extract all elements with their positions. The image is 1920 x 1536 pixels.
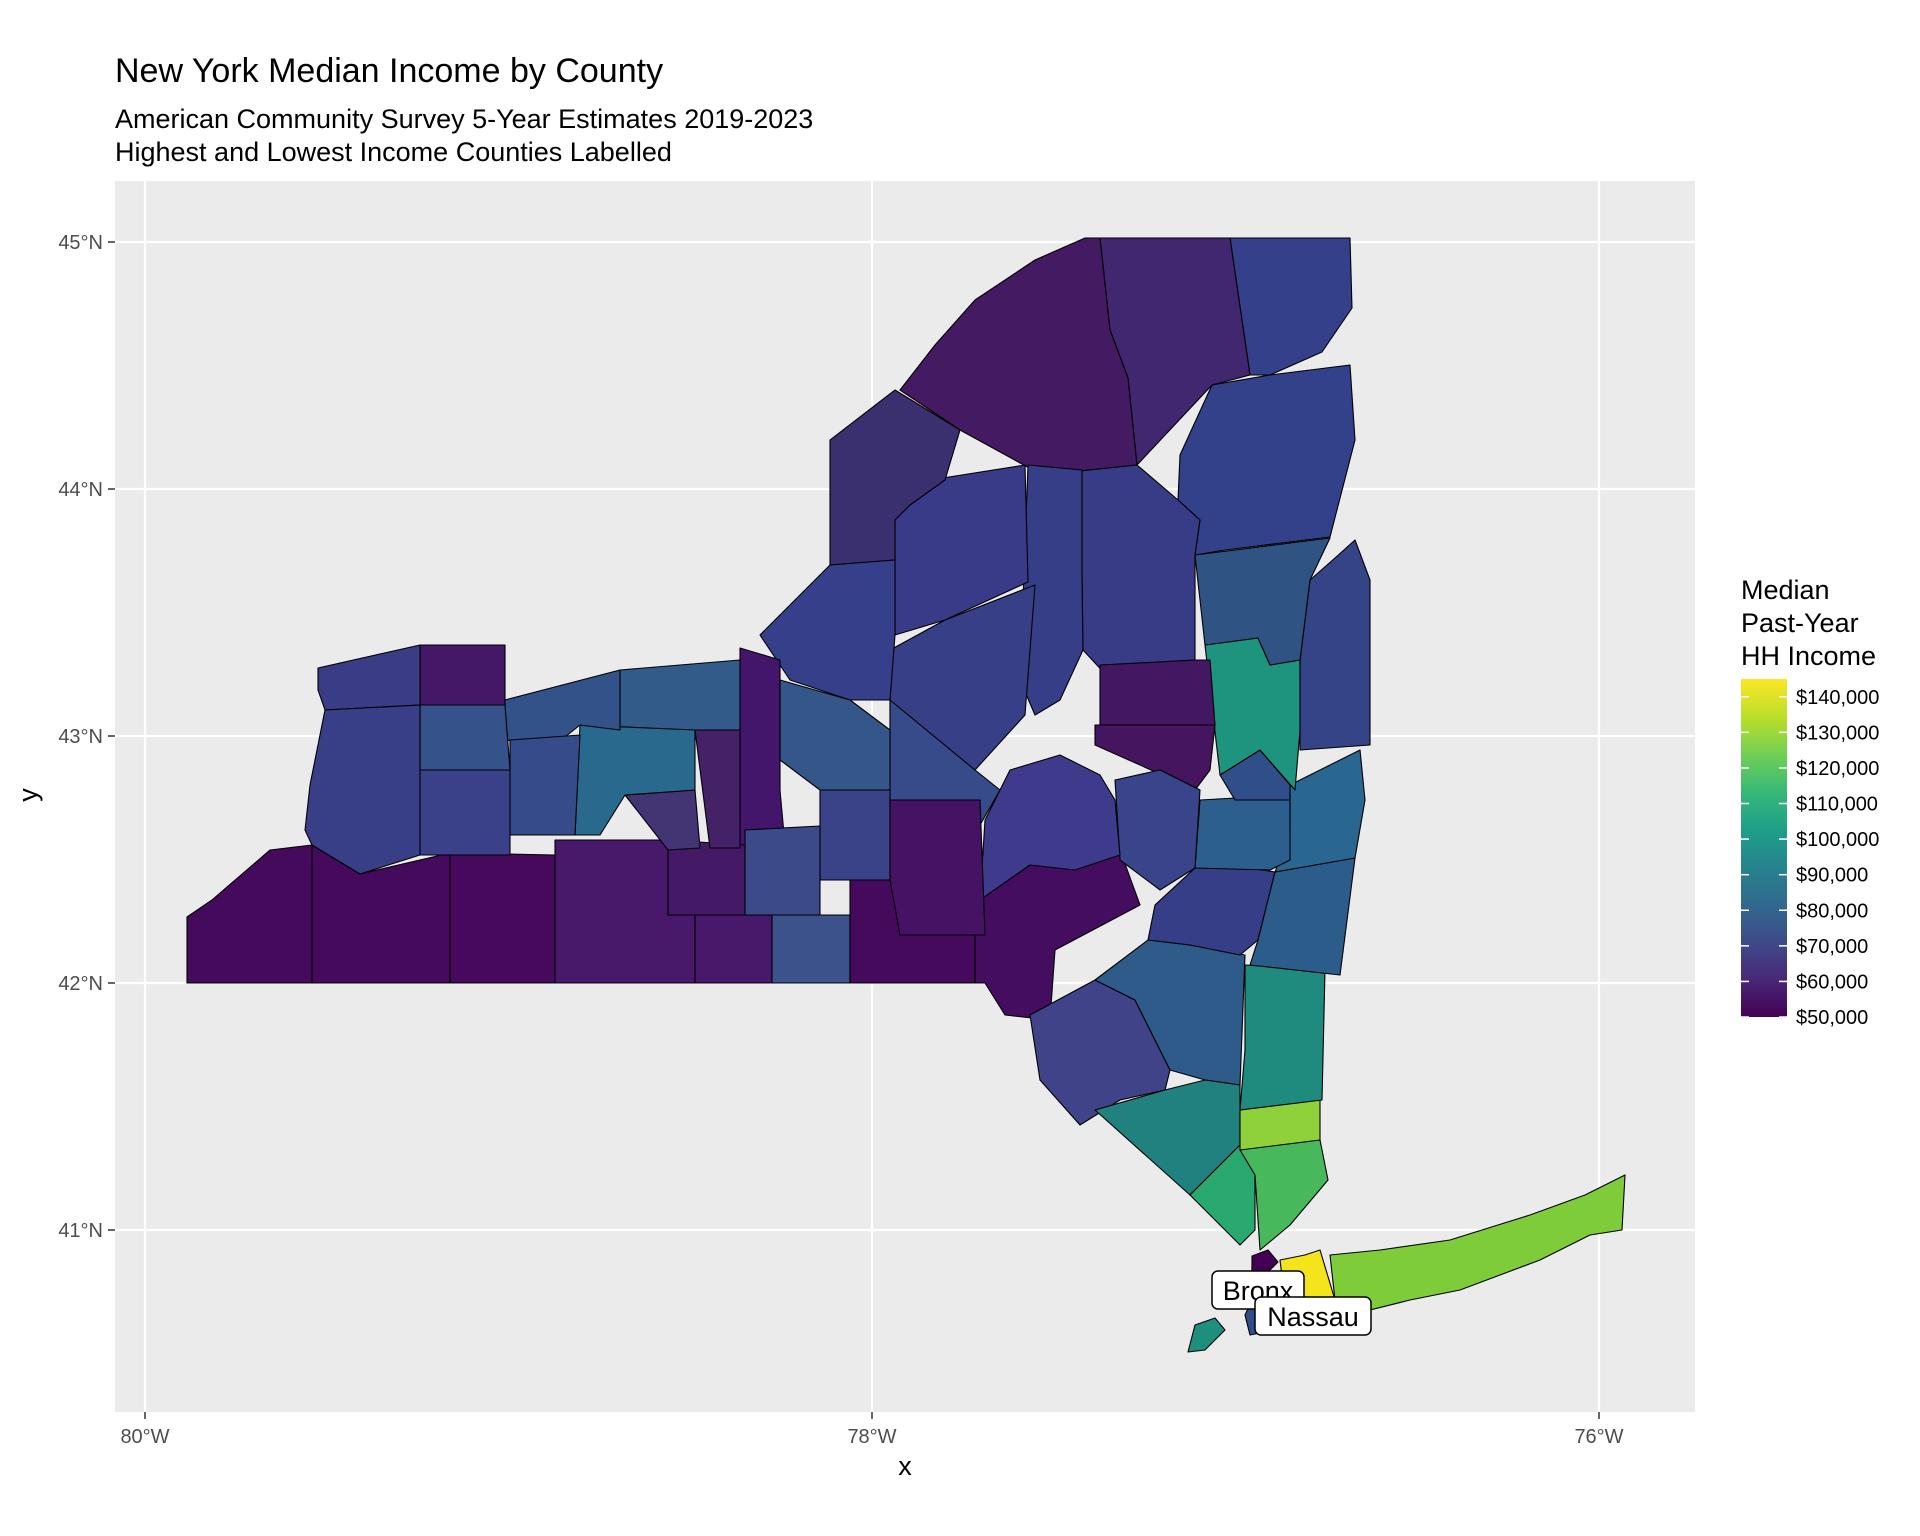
x-tick-label: 78°W (847, 1426, 896, 1448)
chart-subtitle-line-2: Highest and Lowest Income Counties Label… (115, 137, 672, 167)
x-tick-label: 80°W (120, 1426, 169, 1448)
chart-subtitle-line-1: American Community Survey 5-Year Estimat… (115, 104, 814, 134)
county-chenango[interactable] (889, 799, 986, 936)
county-oswego[interactable] (759, 559, 896, 701)
legend-label: $130,000 (1796, 722, 1879, 744)
county-tompkins[interactable] (744, 825, 821, 916)
x-axis-ticks: 80°W78°W76°W74°W72°W (120, 1412, 1624, 1448)
county-orleans[interactable] (419, 644, 506, 706)
legend-label: $70,000 (1796, 936, 1868, 958)
county-schuyler[interactable] (667, 839, 746, 916)
callout-highest: Nassau (1254, 1296, 1372, 1336)
legend-label: $110,000 (1796, 794, 1878, 816)
county-wyoming[interactable] (419, 769, 511, 856)
county-chemung[interactable] (694, 914, 773, 984)
county-washington[interactable] (1299, 539, 1371, 751)
legend-title: Median Past-Year HH Income (1741, 574, 1876, 673)
x-axis-title: x (898, 1451, 912, 1481)
y-tick-label: 45°N (58, 232, 103, 254)
county-albany[interactable] (1194, 794, 1291, 871)
county-westchester[interactable] (1239, 1139, 1329, 1251)
county-fulton[interactable] (1099, 659, 1216, 726)
legend-label: $100,000 (1796, 829, 1879, 851)
county-wayne[interactable] (619, 659, 741, 731)
legend-label: $50,000 (1796, 1007, 1868, 1029)
county-cortland[interactable] (819, 789, 891, 881)
county-columbia[interactable] (1249, 857, 1356, 976)
county-layer (186, 237, 1626, 1353)
legend-label: $60,000 (1796, 971, 1868, 993)
legend-ticks: $140,000 $130,000 $120,000 $110,000 $100,000… (1741, 687, 1879, 1029)
callout-highest-box (1254, 1296, 1372, 1336)
county-dutchess[interactable] (1239, 964, 1326, 1111)
county-richmond[interactable] (1187, 1317, 1226, 1353)
x-tick-label: 76°W (1574, 1426, 1623, 1448)
county-genesee[interactable] (419, 704, 511, 771)
legend-title-line-1: Median (1741, 575, 1830, 605)
y-tick-label: 44°N (58, 479, 103, 501)
y-tick-label: 43°N (58, 726, 103, 748)
legend-title-line-3: HH Income (1741, 641, 1877, 671)
y-tick-label: 42°N (58, 973, 103, 995)
legend-colorbar (1741, 679, 1787, 1017)
county-schoharie[interactable] (1114, 769, 1201, 891)
legend-label: $140,000 (1796, 687, 1879, 709)
county-livingston[interactable] (509, 734, 581, 836)
y-axis-title: y (13, 788, 43, 802)
county-erie[interactable] (304, 704, 421, 875)
county-tioga[interactable] (771, 914, 851, 984)
county-warren[interactable] (1194, 537, 1331, 666)
y-axis-ticks: 45°N 44°N 43°N 42°N 41°N (58, 232, 115, 1242)
legend-label: $90,000 (1796, 865, 1868, 887)
y-tick-label: 41°N (58, 1220, 103, 1242)
legend-title-line-2: Past-Year (1741, 608, 1859, 638)
chart-title: New York Median Income by County (115, 52, 664, 90)
callout-highest-label: Nassau (1267, 1302, 1359, 1332)
legend-label: $120,000 (1796, 758, 1879, 780)
county-rockland[interactable] (1189, 1144, 1256, 1246)
legend-label: $80,000 (1796, 900, 1868, 922)
county-cayuga[interactable] (739, 647, 786, 849)
county-allegany[interactable] (449, 852, 556, 984)
